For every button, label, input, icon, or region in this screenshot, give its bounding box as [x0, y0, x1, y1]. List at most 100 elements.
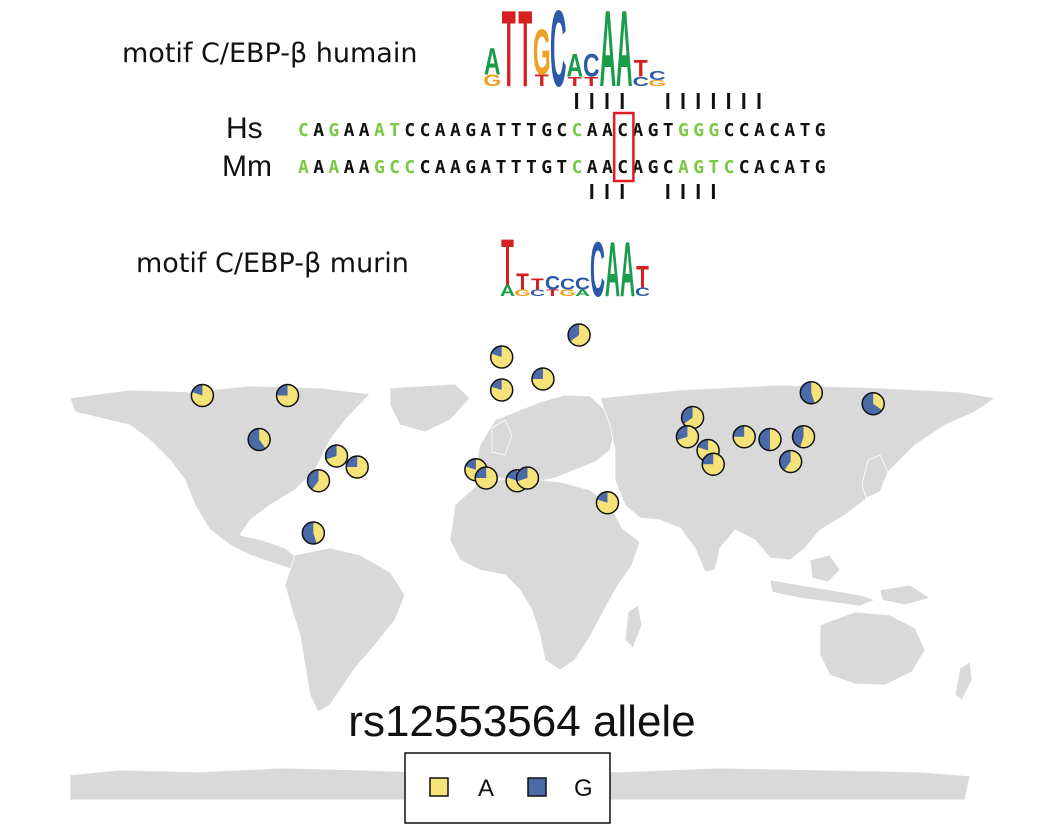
mouse-logo-letter: T — [531, 275, 545, 293]
mouse-nucleotide: T — [556, 157, 567, 178]
continent-australia — [819, 611, 926, 686]
legend: A G — [404, 752, 611, 824]
human-nucleotide: G — [328, 120, 339, 141]
mouse-logo-letter: A — [575, 288, 590, 298]
mouse-nucleotide: A — [632, 157, 643, 178]
human-nucleotide: C — [404, 120, 415, 141]
mouse-logo-letter: C — [560, 275, 575, 293]
mouse-nucleotide: C — [663, 157, 674, 178]
continent-asia — [599, 384, 997, 573]
mouse-nucleotide: G — [541, 157, 552, 178]
island-uk — [491, 419, 513, 456]
mouse-logo-letter: C — [635, 286, 650, 299]
mouse-nucleotide: A — [298, 157, 309, 178]
mouse-logo-letter: T — [636, 259, 649, 294]
population-pie — [861, 392, 885, 416]
human-logo-letter: C — [632, 74, 649, 89]
population-pie — [489, 378, 514, 402]
mouse-logo-letter: C — [545, 273, 560, 294]
mouse-logo-letter: T — [501, 227, 514, 300]
population-pie — [531, 367, 555, 391]
human-nucleotide: C — [420, 120, 431, 141]
mouse-nucleotide: C — [572, 157, 583, 178]
human-nucleotide: T — [389, 120, 400, 141]
population-pie — [680, 405, 705, 430]
population-pie — [732, 425, 756, 449]
human-logo-letter: T — [634, 55, 649, 82]
mouse-nucleotide: A — [754, 157, 765, 178]
mouse-nucleotide: C — [404, 157, 415, 178]
mouse-logo-letter: C — [530, 288, 545, 298]
legend-swatch-a — [429, 777, 449, 797]
mouse-logo-letter: A — [500, 282, 515, 300]
population-pie — [301, 521, 326, 545]
population-pie — [567, 323, 591, 347]
population-pie — [675, 425, 700, 449]
mouse-logo-letter: G — [559, 288, 575, 298]
human-logo-letter: C — [649, 68, 666, 83]
motif-mouse-label: motif C/EBP-β murin — [136, 248, 409, 279]
human-nucleotide: T — [526, 120, 537, 141]
mouse-nucleotide: C — [420, 157, 431, 178]
human-nucleotide: T — [511, 120, 522, 141]
population-pie — [799, 381, 824, 405]
mouse-nucleotide: G — [648, 157, 659, 178]
population-pie — [247, 427, 271, 452]
snp-highlight-box — [612, 111, 635, 183]
human-nucleotide: T — [800, 120, 811, 141]
mouse-nucleotide: T — [526, 157, 537, 178]
human-nucleotide: G — [465, 120, 476, 141]
legend-swatch-g — [527, 777, 547, 797]
mouse-nucleotide: A — [344, 157, 355, 178]
population-pie — [758, 427, 782, 452]
island-indonesia — [769, 579, 877, 607]
human-nucleotide: G — [693, 120, 704, 141]
population-pie — [489, 345, 514, 369]
human-nucleotide: C — [556, 120, 567, 141]
human-nucleotide: A — [632, 120, 643, 141]
mouse-logo-letter: C — [590, 226, 605, 313]
human-logo-letter: A — [566, 48, 583, 84]
motif-mouse-ticks — [590, 184, 715, 199]
continent-south-america — [284, 547, 406, 713]
mouse-logo-letter: C — [575, 275, 590, 294]
human-logo-letter: T — [502, 0, 516, 110]
human-nucleotide: A — [480, 120, 491, 141]
human-nucleotide: A — [784, 120, 795, 141]
map-title: rs12553564 allele — [348, 697, 695, 746]
population-pie — [190, 383, 215, 408]
mouse-nucleotide: A — [435, 157, 446, 178]
species-label-human: Hs — [226, 112, 263, 145]
mouse-logo-letter: A — [620, 226, 635, 313]
population-pie — [595, 491, 620, 515]
human-logo-letter: C — [583, 48, 600, 84]
island-new-guinea — [879, 584, 931, 606]
human-nucleotide: A — [754, 120, 765, 141]
human-nucleotide: C — [298, 120, 309, 141]
human-nucleotide: G — [541, 120, 552, 141]
world-map — [69, 383, 997, 801]
mouse-nucleotide: A — [313, 157, 324, 178]
mouse-nucleotide: G — [374, 157, 385, 178]
mouse-nucleotide: A — [450, 157, 461, 178]
species-label-mouse: Mm — [222, 150, 272, 183]
continent-greenland — [389, 383, 471, 433]
motif-human-label: motif C/EBP-β humain — [122, 38, 417, 69]
mouse-nucleotide: C — [389, 157, 400, 178]
island-new-zealand — [954, 661, 973, 701]
mouse-nucleotide: T — [708, 157, 719, 178]
population-pie — [345, 455, 369, 479]
mouse-nucleotide: G — [693, 157, 704, 178]
human-logo-letter: G — [648, 78, 666, 88]
mouse-nucleotide: T — [800, 157, 811, 178]
mouse-nucleotide: C — [724, 157, 735, 178]
human-nucleotide: G — [648, 120, 659, 141]
mouse-nucleotide: C — [769, 157, 780, 178]
legend-label-a: A — [478, 775, 494, 802]
human-nucleotide: G — [815, 120, 826, 141]
mouse-logo-letter: G — [514, 288, 530, 298]
